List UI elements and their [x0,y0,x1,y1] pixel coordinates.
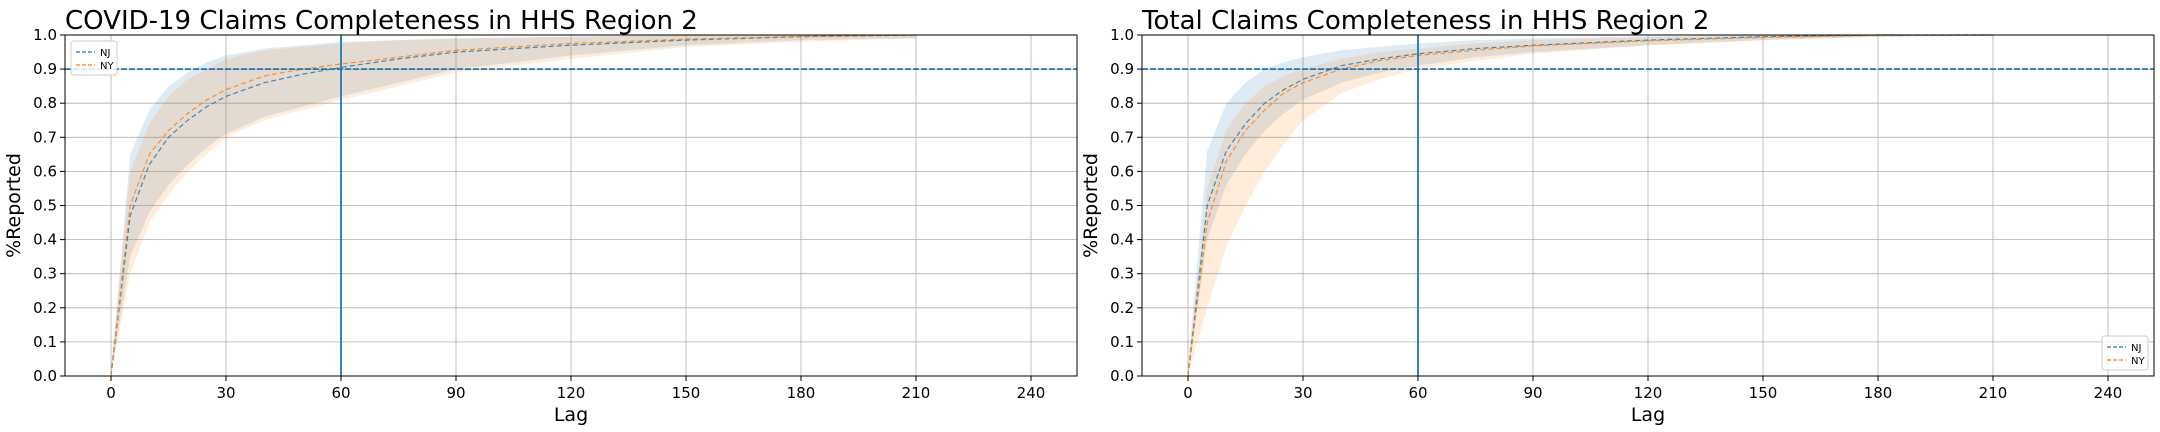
x-tick-label: 90 [446,384,465,402]
x-tick-label: 150 [672,384,701,402]
y-tick-label: 0.4 [1110,231,1134,249]
y-tick-label: 0.3 [1110,265,1134,283]
x-tick-label: 150 [1749,384,1778,402]
y-tick-label: 0.8 [1110,94,1134,112]
y-tick-label: 0.7 [33,128,57,146]
series-line-nj [1187,34,1993,377]
x-tick-label: 120 [557,384,586,402]
y-tick-label: 0.9 [1110,60,1134,78]
x-tick-label: 210 [902,384,931,402]
x-tick-label: 180 [787,384,816,402]
legend-label-ny: NY [100,61,114,72]
y-tick-label: 0.3 [33,265,57,283]
legend: NJ NY [2101,335,2149,371]
y-tick-label: 0.1 [1110,333,1134,351]
y-axis-label: %Reported [3,153,25,258]
x-tick-label: 60 [331,384,350,402]
legend-label-ny: NY [2131,356,2145,367]
y-tick-label: 0.5 [33,197,57,215]
x-axis-label: Lag [554,404,588,426]
y-tick-label: 0.9 [33,60,57,78]
x-tick-label: 0 [1183,384,1193,402]
x-tick-label: 120 [1634,384,1663,402]
y-tick-label: 1.0 [1110,26,1134,44]
series-line-ny [1187,34,1994,377]
y-tick-label: 0.6 [33,162,57,180]
legend-label-nj: NJ [100,48,110,59]
y-axis-label: %Reported [1080,153,1102,258]
x-tick-label: 30 [1293,384,1312,402]
y-tick-label: 0.2 [1110,299,1134,317]
x-tick-label: 240 [2094,384,2123,402]
chart-title: COVID-19 Claims Completeness in HHS Regi… [65,6,698,36]
legend-box [70,40,118,76]
x-tick-label: 0 [106,384,116,402]
y-tick-label: 0.6 [1110,162,1134,180]
y-tick-label: 0.8 [33,94,57,112]
confidence-band-nj [1188,35,1993,376]
legend-box [2101,335,2149,371]
x-tick-label: 240 [1017,384,1046,402]
y-tick-label: 1.0 [33,26,57,44]
chart-title: Total Claims Completeness in HHS Region … [1141,6,1709,36]
series-line-nj [110,34,917,377]
y-tick-label: 0.0 [1110,367,1134,385]
x-tick-label: 30 [216,384,235,402]
x-tick-label: 60 [1408,384,1427,402]
legend-label-nj: NJ [2131,343,2141,354]
legend: NJ NY [70,40,118,76]
x-tick-label: 210 [1979,384,2008,402]
y-tick-label: 0.4 [33,231,57,249]
series-line-ny [110,34,917,377]
total-claims-chart: 0 30 60 90 120 150 180 210 240 0.0 0.1 0.2 0.3 0.4 0.5… [1080,6,2155,426]
y-tick-label: 0.5 [1110,197,1134,215]
x-tick-label: 180 [1864,384,1893,402]
y-tick-label: 0.1 [33,333,57,351]
x-tick-label: 90 [1523,384,1542,402]
y-tick-label: 0.0 [33,367,57,385]
x-axis-label: Lag [1631,404,1665,426]
y-tick-label: 0.7 [1110,128,1134,146]
y-tick-label: 0.2 [33,299,57,317]
covid-claims-chart: 0 30 60 90 120 150 180 210 240 0.0 0.1 0.2 0.3 0.4 0.5… [3,6,1078,426]
